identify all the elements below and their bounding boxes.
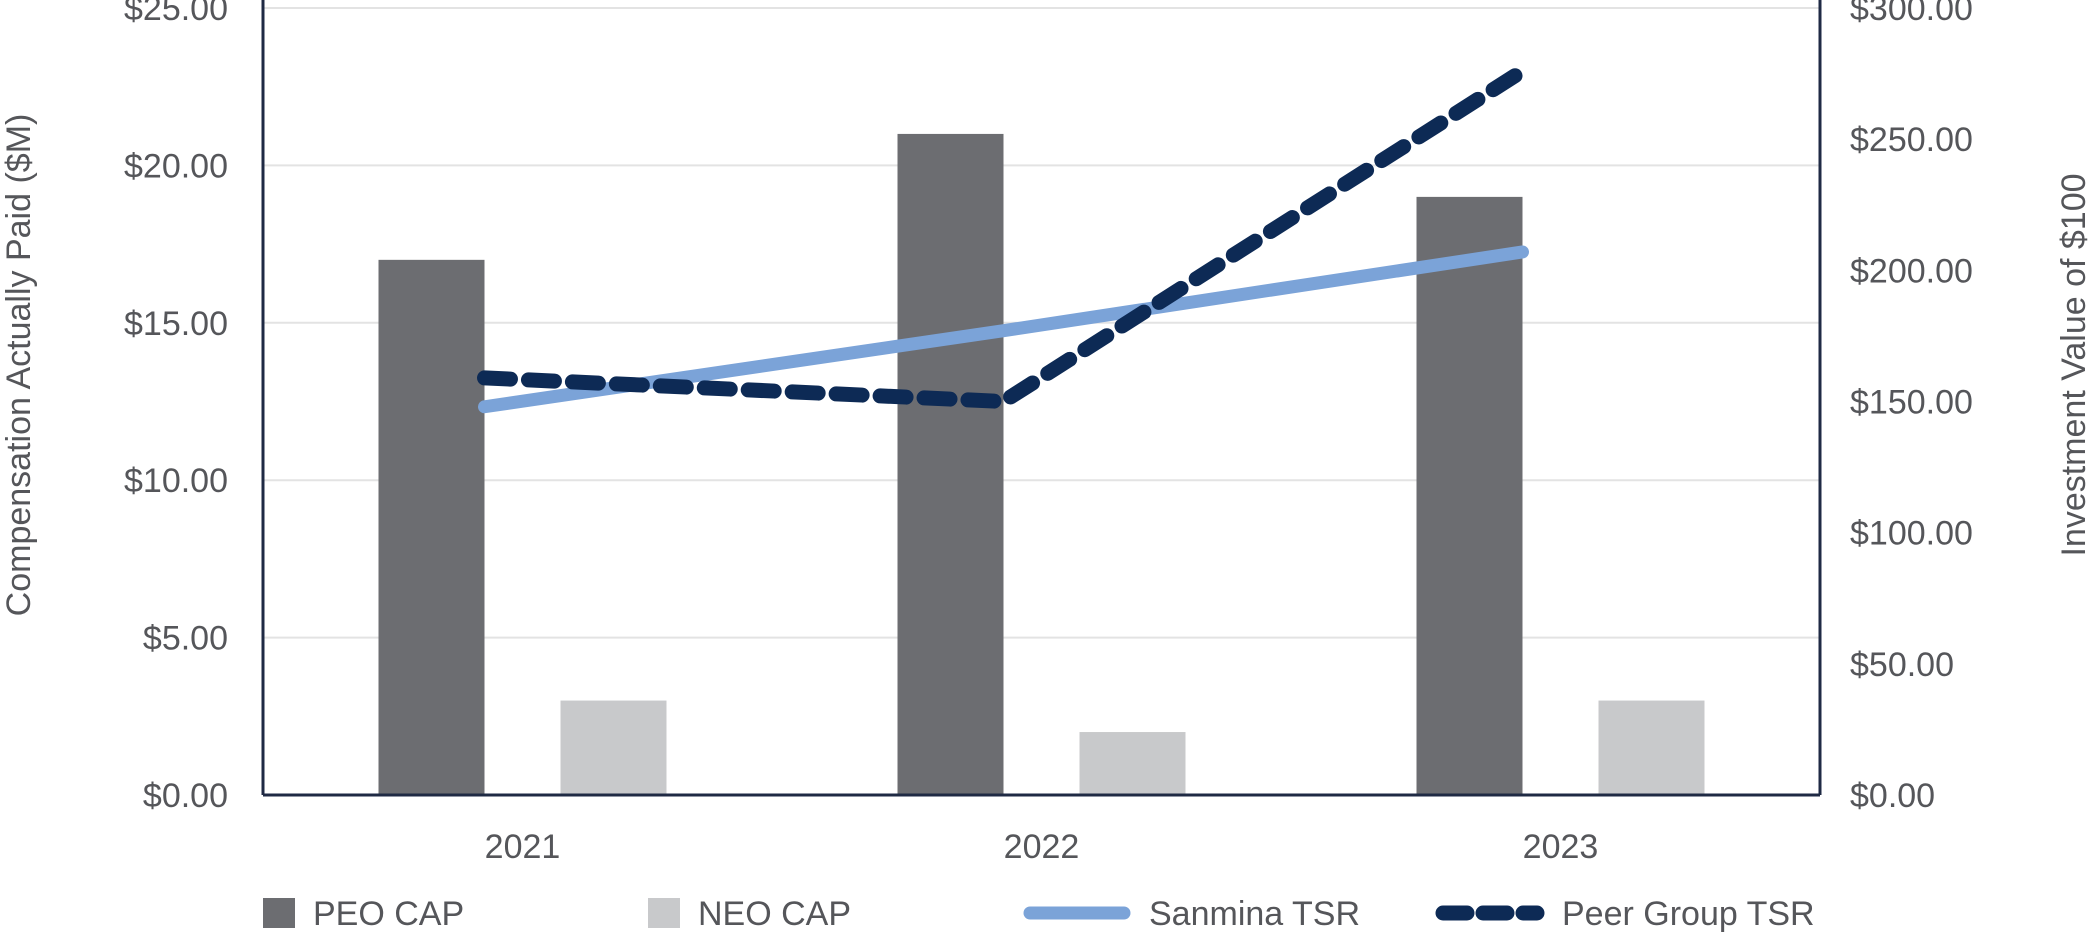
x-tick-label: 2023	[1523, 828, 1599, 866]
x-tick-label: 2022	[1004, 828, 1080, 866]
legend: PEO CAP NEO CAP Sanmina TSR Peer Group TSR	[263, 895, 1815, 933]
left-axis-ticks: $0.00 $5.00 $10.00 $15.00 $20.00 $25.00	[124, 0, 228, 815]
bar-peo-cap-2022	[897, 133, 1004, 796]
left-tick-label: $20.00	[124, 147, 228, 185]
right-tick-label: $0.00	[1850, 777, 1935, 815]
legend-swatch-peo-cap	[263, 898, 295, 928]
left-tick-label: $10.00	[124, 462, 228, 500]
left-tick-label: $5.00	[143, 620, 228, 658]
right-tick-label: $200.00	[1850, 252, 1973, 290]
line-peer-group-tsr	[477, 63, 1530, 409]
right-tick-label: $300.00	[1850, 0, 1973, 28]
left-axis-title: Compensation Actually Paid ($M)	[0, 114, 38, 617]
legend-label-peo-cap: PEO CAP	[313, 895, 464, 933]
right-axis-ticks: $0.00 $50.00 $100.00 $150.00 $200.00 $250.00 $…	[1850, 0, 1973, 815]
bar-neo-cap-2023	[1598, 700, 1705, 795]
bar-peo-cap-2023	[1416, 196, 1523, 795]
axes	[261, 0, 1822, 797]
right-tick-label: $250.00	[1850, 121, 1973, 159]
left-tick-label: $15.00	[124, 305, 228, 343]
right-tick-label: $150.00	[1850, 384, 1973, 422]
bar-neo-cap-2022	[1079, 732, 1186, 795]
x-axis-ticks: 2021 2022 2023	[485, 828, 1599, 866]
x-tick-label: 2021	[485, 828, 561, 866]
right-tick-label: $100.00	[1850, 515, 1973, 553]
right-tick-label: $50.00	[1850, 646, 1954, 684]
left-tick-label: $25.00	[124, 0, 228, 28]
bars	[378, 133, 1705, 796]
series-lines	[477, 63, 1530, 414]
legend-swatch-neo-cap	[648, 898, 680, 928]
bar-neo-cap-2021	[560, 700, 667, 795]
bar-peo-cap-2021	[378, 259, 485, 796]
legend-label-neo-cap: NEO CAP	[698, 895, 851, 933]
right-axis-title: Investment Value of $100	[2055, 173, 2090, 556]
legend-label-sanmina-tsr: Sanmina TSR	[1149, 895, 1360, 933]
left-tick-label: $0.00	[143, 777, 228, 815]
legend-label-peer-group-tsr: Peer Group TSR	[1562, 895, 1815, 933]
